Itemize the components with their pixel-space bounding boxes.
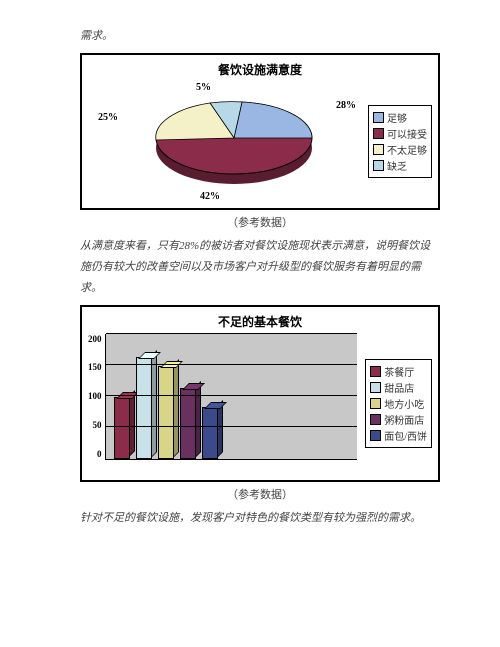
legend-item: 足够 <box>373 110 427 125</box>
paragraph-1: 从满意度来看，只有28%的被访者对餐饮设施现状表示满意，说明餐饮设施仍有较大的改… <box>80 236 440 299</box>
pie-label-28: 28% <box>336 100 356 111</box>
legend-item: 甜品店 <box>370 380 427 395</box>
bar-caption: （参考数据） <box>80 486 440 502</box>
bar <box>114 399 132 458</box>
legend-item: 粥粉面店 <box>370 412 427 427</box>
bar <box>158 368 176 459</box>
pie-chart-title: 餐饮设施满意度 <box>88 61 432 78</box>
pie-chart-frame: 餐饮设施满意度 <box>80 53 440 210</box>
legend-item: 缺乏 <box>373 158 427 173</box>
pie-caption: （参考数据） <box>80 214 440 230</box>
legend-item: 面包/西饼 <box>370 428 427 443</box>
bar-legend: 茶餐厅甜品店地方小吃粥粉面店面包/西饼 <box>365 359 432 448</box>
legend-item: 地方小吃 <box>370 396 427 411</box>
bar-chart-plot: 200150100500 <box>88 334 357 474</box>
bar <box>180 390 198 459</box>
pie-legend: 足够可以接受不太足够缺乏 <box>368 105 432 178</box>
legend-item: 不太足够 <box>373 142 427 157</box>
pie-label-25: 25% <box>98 112 118 123</box>
legend-item: 可以接受 <box>373 126 427 141</box>
pie-label-5: 5% <box>196 82 211 93</box>
paragraph-2: 针对不足的餐饮设施，发现客户对特色的餐饮类型有较为强烈的需求。 <box>80 508 440 529</box>
pie-chart-plot: 28% 5% 25% 42% <box>88 82 360 202</box>
legend-item: 茶餐厅 <box>370 364 427 379</box>
intro-text: 需求。 <box>80 26 440 47</box>
bar-plot-area <box>105 334 358 460</box>
pie-label-42: 42% <box>200 191 220 202</box>
bar-chart-title: 不足的基本餐饮 <box>88 313 432 330</box>
bar-y-axis: 200150100500 <box>88 334 105 459</box>
bar <box>202 409 220 459</box>
bar <box>136 359 154 459</box>
bar-chart-frame: 不足的基本餐饮 200150100500 茶餐厅甜品店地方小吃粥粉面店面包/西饼 <box>80 305 440 482</box>
